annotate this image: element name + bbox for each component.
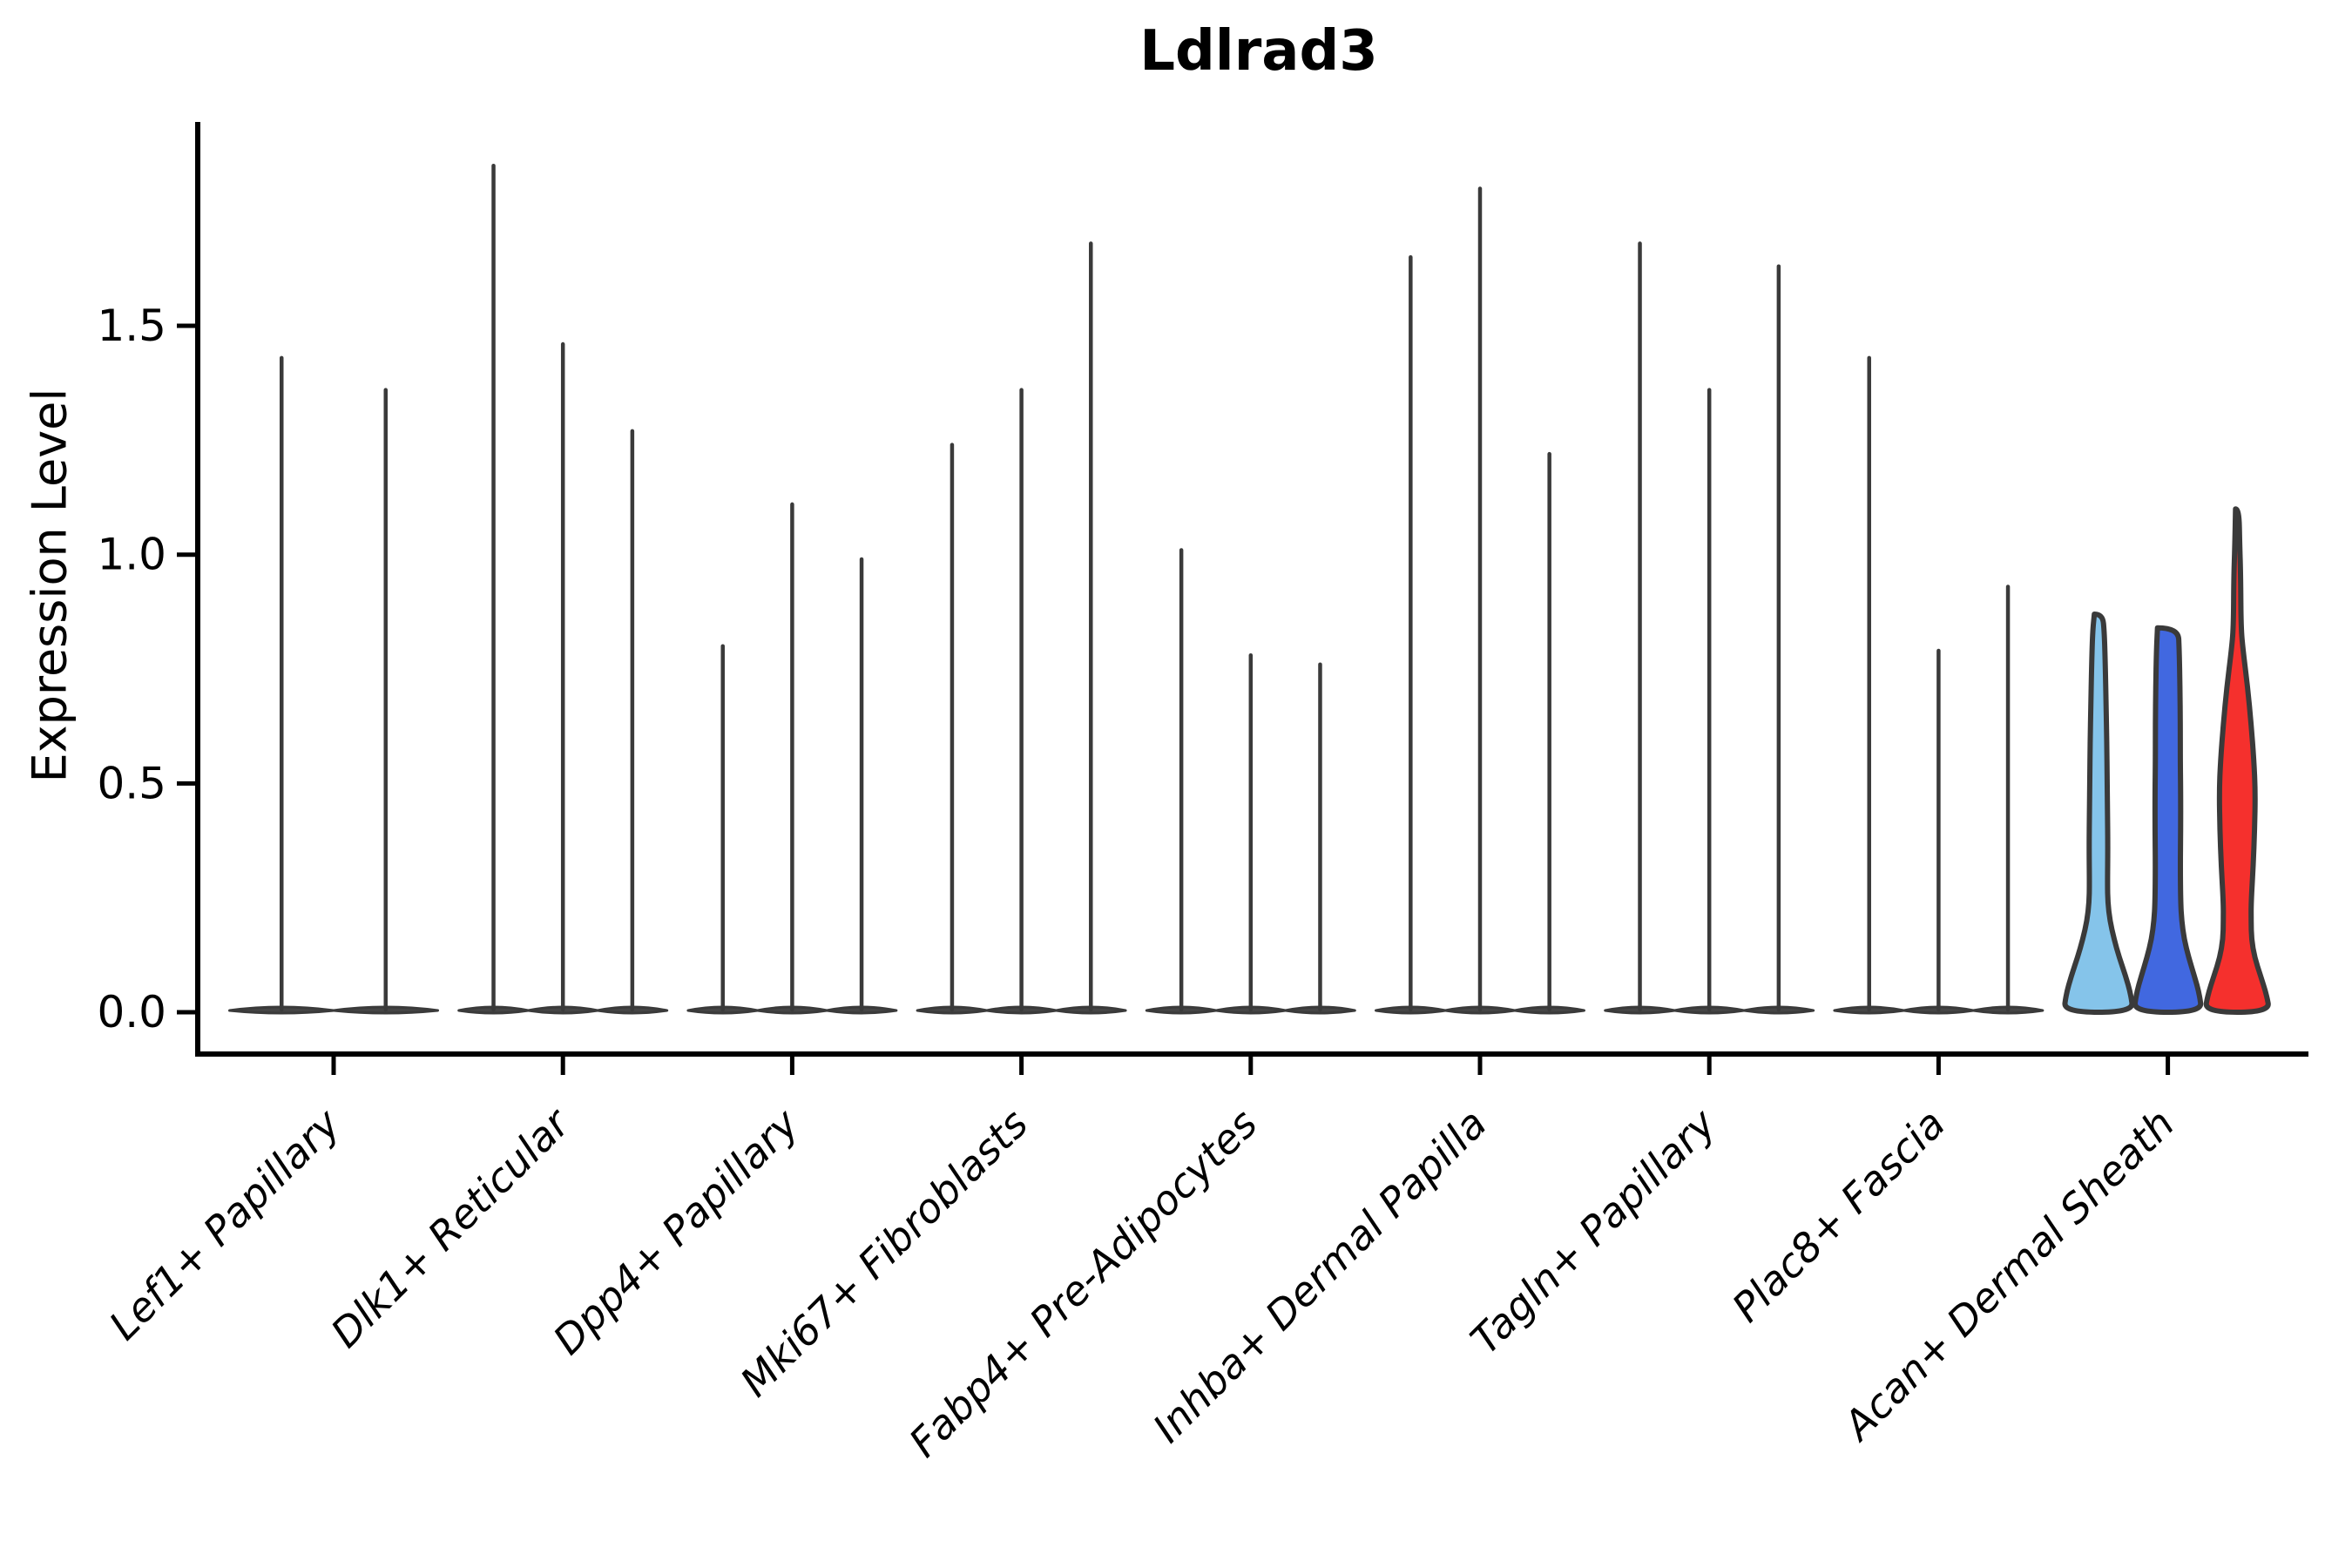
blue-violin [2132, 625, 2204, 1015]
light-blue-violin [2062, 612, 2135, 1015]
red-violin [2203, 506, 2271, 1015]
x-tick-label: Lef1+ Papillary [100, 1099, 349, 1348]
x-tick-label: Tagln+ Papillary [1462, 1099, 1726, 1363]
x-tick-label: Dpp4+ Papillary [544, 1099, 808, 1363]
y-tick-label: 1.0 [97, 530, 166, 580]
x-tick-label: Plac8+ Fascia [1723, 1100, 1954, 1331]
y-tick-label: 1.5 [97, 301, 166, 351]
chart-title: Ldlrad3 [1139, 19, 1378, 84]
x-tick-label: Dlk1+ Reticular [321, 1098, 580, 1356]
y-tick-label: 0.5 [97, 758, 166, 808]
y-tick-label: 0.0 [97, 987, 166, 1037]
